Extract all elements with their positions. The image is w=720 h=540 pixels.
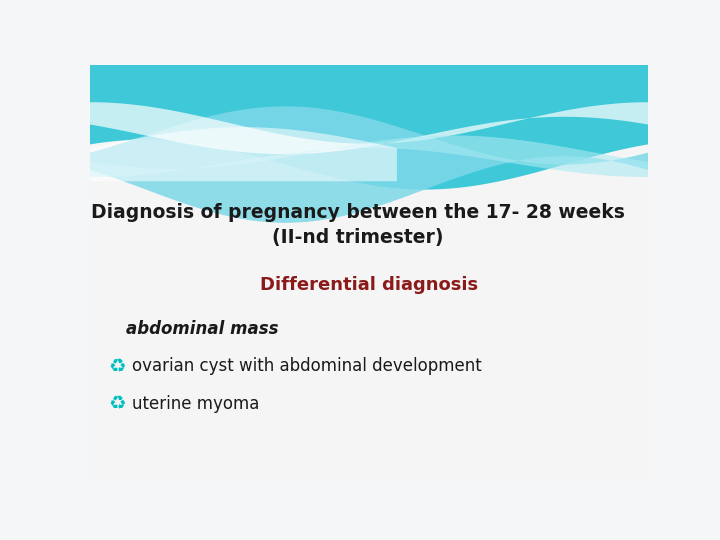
Text: abdominal mass: abdominal mass — [126, 320, 279, 338]
Polygon shape — [90, 102, 648, 154]
Text: (II-nd trimester): (II-nd trimester) — [272, 228, 444, 247]
Text: uterine myoma: uterine myoma — [132, 395, 259, 413]
Polygon shape — [90, 65, 648, 190]
Text: ♻: ♻ — [108, 394, 125, 413]
Text: Differential diagnosis: Differential diagnosis — [260, 276, 478, 294]
Text: ♻: ♻ — [108, 357, 125, 376]
Polygon shape — [90, 106, 648, 223]
Text: Diagnosis of pregnancy between the 17- 28 weeks: Diagnosis of pregnancy between the 17- 2… — [91, 203, 625, 222]
Text: ovarian cyst with abdominal development: ovarian cyst with abdominal development — [132, 357, 482, 375]
Polygon shape — [90, 136, 648, 177]
Polygon shape — [90, 127, 397, 181]
